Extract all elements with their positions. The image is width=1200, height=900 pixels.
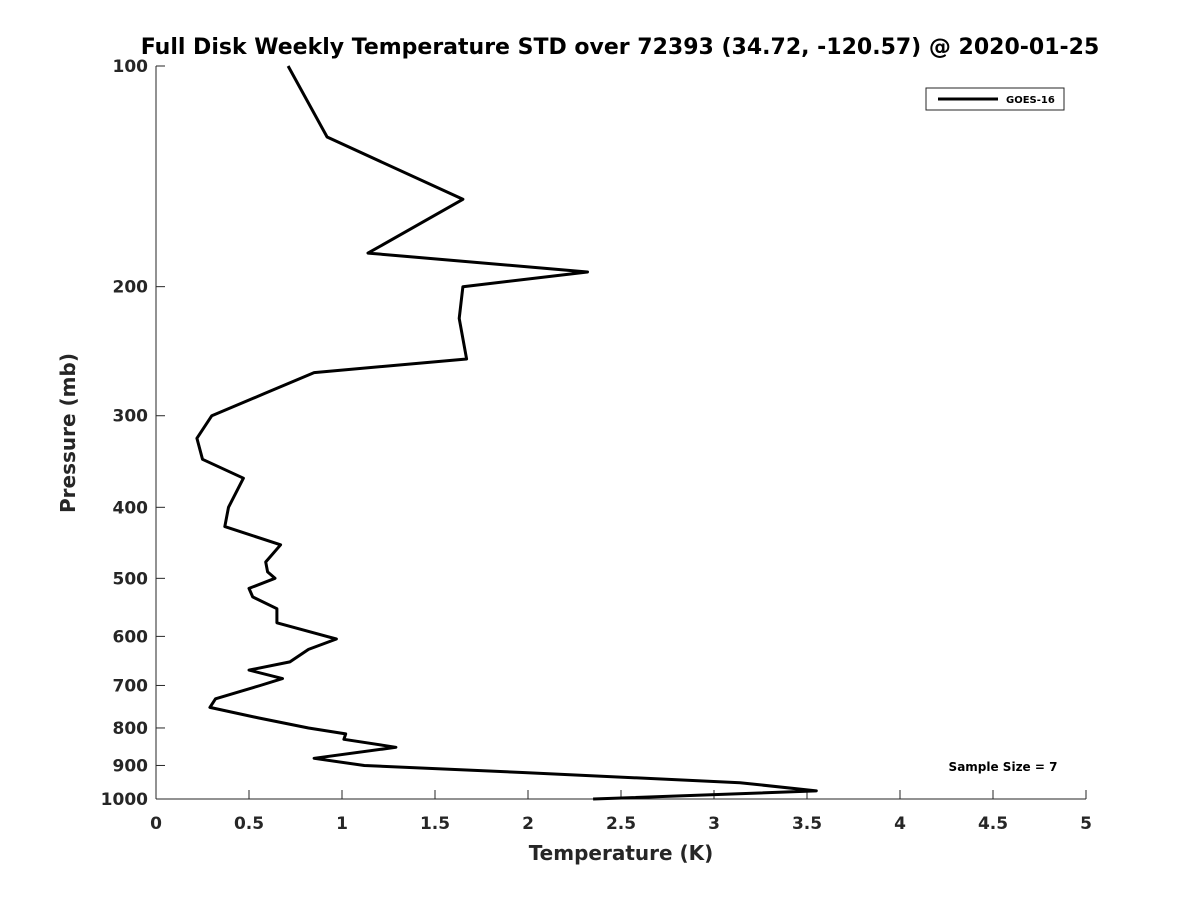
x-tick-label: 3 <box>708 814 720 834</box>
x-tick-label: 1.5 <box>420 814 450 834</box>
x-ticks: 0 0.5 1 1.5 2 2.5 3 3.5 4 4.5 5 <box>150 790 1092 834</box>
x-axis-label: Temperature (K) <box>529 841 714 865</box>
chart-title: Full Disk Weekly Temperature STD over 72… <box>141 35 1100 60</box>
y-tick-label: 200 <box>113 278 149 298</box>
legend: GOES-16 <box>925 87 1065 111</box>
series-line-goes-16 <box>195 65 818 801</box>
x-tick-label: 5 <box>1080 814 1092 834</box>
y-tick-label: 800 <box>113 719 149 739</box>
x-tick-label: 0.5 <box>234 814 264 834</box>
series-group <box>195 65 818 801</box>
x-tick-label: 2.5 <box>606 814 636 834</box>
y-tick-label: 900 <box>113 756 149 776</box>
sample-size-annotation: Sample Size = 7 <box>949 760 1058 774</box>
y-ticks: 100 200 300 400 500 600 700 800 900 1000 <box>101 57 165 810</box>
x-tick-label: 4.5 <box>978 814 1008 834</box>
x-tick-label: 0 <box>150 814 162 834</box>
y-tick-label: 300 <box>113 407 149 427</box>
y-tick-label: 500 <box>113 569 149 589</box>
y-tick-label: 600 <box>113 627 149 647</box>
y-tick-label: 700 <box>113 676 149 696</box>
x-tick-label: 2 <box>522 814 534 834</box>
legend-label-goes-16: GOES-16 <box>1006 95 1055 106</box>
y-tick-label: 1000 <box>101 790 148 810</box>
x-tick-label: 3.5 <box>792 814 822 834</box>
y-axis-label: Pressure (mb) <box>56 353 80 513</box>
x-tick-label: 4 <box>894 814 906 834</box>
y-tick-label: 400 <box>113 498 149 518</box>
axes <box>155 66 1086 800</box>
y-tick-label: 100 <box>113 57 149 77</box>
x-tick-label: 1 <box>336 814 348 834</box>
